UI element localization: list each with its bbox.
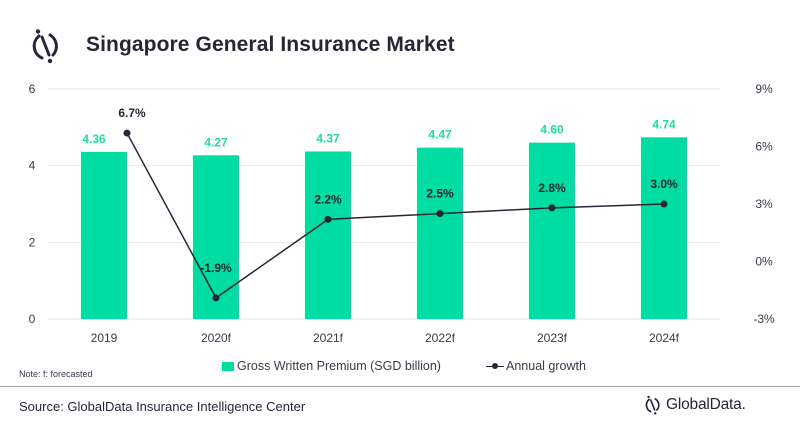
legend-item-gwp: Gross Written Premium (SGD billion) (222, 359, 441, 373)
y-right-tick-label: -3% (753, 312, 775, 326)
growth-value-label: 2.2% (314, 192, 342, 206)
y-left-tick-label: 6 (29, 82, 36, 96)
bar-value-label: 4.47 (428, 128, 452, 142)
growth-value-label: 3.0% (650, 177, 678, 191)
divider (0, 386, 800, 387)
y-right-tick-label: 3% (755, 197, 773, 211)
x-tick-label: 2023f (537, 331, 568, 345)
legend-line-marker (486, 361, 504, 371)
x-tick-label: 2019 (91, 331, 118, 345)
bar-value-label: 4.37 (316, 131, 340, 145)
bar-value-label: 4.60 (540, 123, 564, 137)
x-tick-label: 2024f (649, 331, 680, 345)
globaldata-logo-icon (645, 395, 660, 415)
growth-value-label: 6.7% (118, 106, 146, 120)
growth-value-label: -1.9% (200, 261, 232, 275)
brand-name: GlobalData. (666, 396, 746, 413)
legend-swatch-bar (222, 361, 234, 371)
footer-logo: GlobalData. (643, 394, 746, 416)
x-tick-label: 2022f (425, 331, 456, 345)
legend-item-growth: Annual growth (486, 359, 586, 373)
bar-2024f (641, 137, 687, 319)
y-right-tick-label: 9% (755, 82, 773, 96)
legend: Gross Written Premium (SGD billion) Annu… (0, 359, 800, 375)
growth-point-2023f (548, 204, 556, 212)
note: Note: f: forecasted (19, 369, 93, 379)
growth-value-label: 2.5% (426, 187, 454, 201)
y-right-tick-label: 0% (755, 255, 773, 269)
bar-2019 (81, 151, 127, 319)
y-left-tick-label: 2 (29, 235, 36, 249)
growth-point-2022f (436, 210, 444, 218)
chart-title: Singapore General Insurance Market (86, 33, 455, 56)
source-text: Source: GlobalData Insurance Intelligenc… (19, 399, 306, 414)
y-left-tick-label: 4 (29, 159, 36, 173)
x-tick-label: 2021f (313, 331, 344, 345)
growth-point-2021f (324, 215, 332, 223)
bar-2021f (305, 151, 351, 319)
bar-value-label: 4.74 (652, 117, 676, 131)
growth-line (126, 132, 665, 300)
combo-chart: 0 2 4 6 -3% 0% 3% 6% 9% 2019 2020f 2021f 2022f 2023f 2… (29, 82, 775, 345)
bar-2020f (193, 155, 239, 319)
bar-value-label: 4.36 (82, 132, 106, 146)
growth-point-2024f (660, 200, 668, 208)
bar-2022f (417, 147, 463, 319)
y-right-tick-label: 6% (755, 140, 773, 154)
growth-point-2019 (123, 129, 131, 137)
bar-2023f (529, 142, 575, 319)
globaldata-mark-icon (32, 29, 58, 64)
x-tick-label: 2020f (201, 331, 232, 345)
legend-label-gwp: Gross Written Premium (SGD billion) (237, 359, 441, 373)
growth-value-label: 2.8% (538, 181, 566, 195)
legend-label-growth: Annual growth (506, 359, 586, 373)
y-left-tick-label: 0 (29, 312, 36, 326)
bar-value-label: 4.27 (204, 135, 228, 149)
growth-point-2020f (212, 294, 220, 302)
header: Singapore General Insurance Market (0, 0, 800, 80)
